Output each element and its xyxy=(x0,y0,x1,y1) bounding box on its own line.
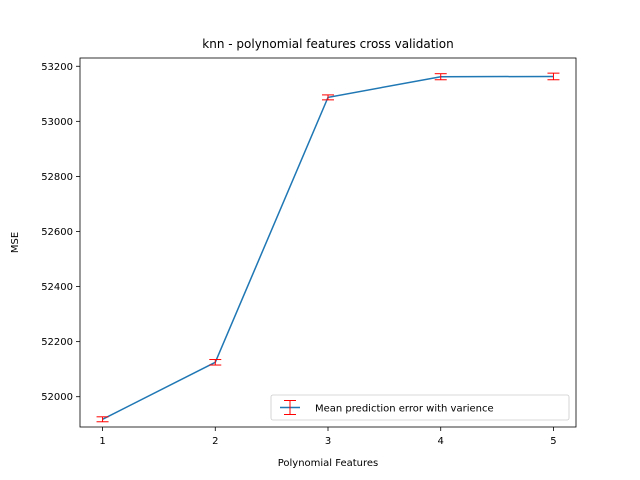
chart-title: knn - polynomial features cross validati… xyxy=(202,37,453,51)
y-tick-label: 52800 xyxy=(41,172,73,183)
legend-marker xyxy=(280,400,300,415)
legend: Mean prediction error with varience xyxy=(270,394,570,421)
x-tick-label: 2 xyxy=(212,436,218,447)
error-bar xyxy=(209,359,222,366)
legend-box xyxy=(270,394,570,421)
ticks-layer: 1 2 3 4 5 52000 52200 52400 52600 52800 53000 53200 xyxy=(41,62,556,447)
error-bar xyxy=(434,73,447,81)
x-axis-label: Polynomial Features xyxy=(278,458,379,469)
y-tick-label: 52600 xyxy=(41,227,73,238)
y-tick-label: 52400 xyxy=(41,282,73,293)
y-tick-label: 52200 xyxy=(41,337,73,348)
y-axis-label: MSE xyxy=(10,232,21,253)
plot-layer xyxy=(96,72,560,423)
y-tick-label: 52000 xyxy=(41,392,73,403)
y-tick-label: 53200 xyxy=(41,62,73,73)
y-tick-label: 53000 xyxy=(41,117,73,128)
x-tick-label: 4 xyxy=(438,436,444,447)
legend-label: Mean prediction error with varience xyxy=(315,404,494,415)
error-bar xyxy=(547,72,560,81)
error-bar xyxy=(322,94,334,101)
x-tick-label: 5 xyxy=(550,436,556,447)
x-tick-label: 1 xyxy=(99,436,105,447)
x-tick-label: 3 xyxy=(325,436,331,447)
error-bar xyxy=(96,416,109,423)
